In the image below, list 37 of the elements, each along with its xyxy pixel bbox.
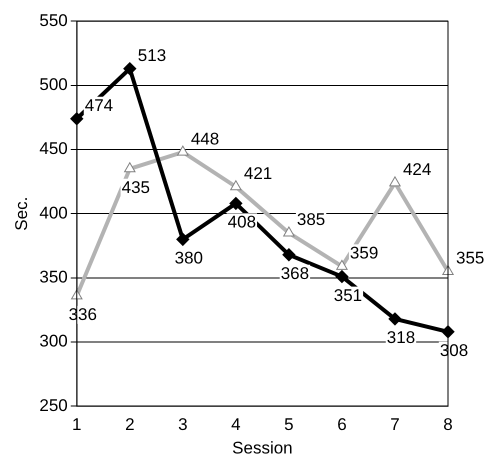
point <box>176 232 190 246</box>
data-label: 474 <box>84 96 114 115</box>
data-label: 448 <box>190 129 220 148</box>
x-tick-label: 3 <box>178 415 188 434</box>
data-label: 368 <box>280 264 310 283</box>
data-label: 421 <box>244 164 272 183</box>
y-tick-label: 550 <box>39 10 68 30</box>
x-tick-label: 7 <box>390 415 400 434</box>
y-axis-title: Sec. <box>12 196 31 231</box>
point <box>335 270 348 284</box>
x-tick-label: 8 <box>443 415 453 434</box>
data-label: 424 <box>402 160 432 180</box>
y-tick-label: 250 <box>39 396 68 415</box>
y-tick-label: 350 <box>39 268 68 287</box>
y-tick-label: 450 <box>39 139 68 158</box>
data-label: 355 <box>456 248 484 268</box>
point <box>388 312 402 326</box>
y-tick-label: 400 <box>39 203 68 222</box>
x-tick-label: 1 <box>72 415 82 434</box>
y-tick-label: 300 <box>39 332 68 351</box>
data-label: 435 <box>122 178 150 197</box>
x-tick-label: 5 <box>284 415 294 434</box>
data-label: 318 <box>386 328 416 348</box>
data-label: 380 <box>174 248 204 268</box>
data-label: 359 <box>350 244 378 263</box>
x-tick-label: 2 <box>125 415 135 434</box>
data-label: 385 <box>296 210 326 230</box>
x-axis-title: Session <box>232 438 293 458</box>
data-label: 408 <box>228 212 256 232</box>
x-tick-label: 4 <box>231 415 241 434</box>
y-tick-label: 500 <box>39 75 68 94</box>
point <box>229 196 242 210</box>
point <box>123 62 136 76</box>
x-tick-label: 6 <box>337 415 347 434</box>
data-label: 351 <box>334 286 362 305</box>
point <box>282 248 296 262</box>
data-label: 513 <box>138 46 166 65</box>
